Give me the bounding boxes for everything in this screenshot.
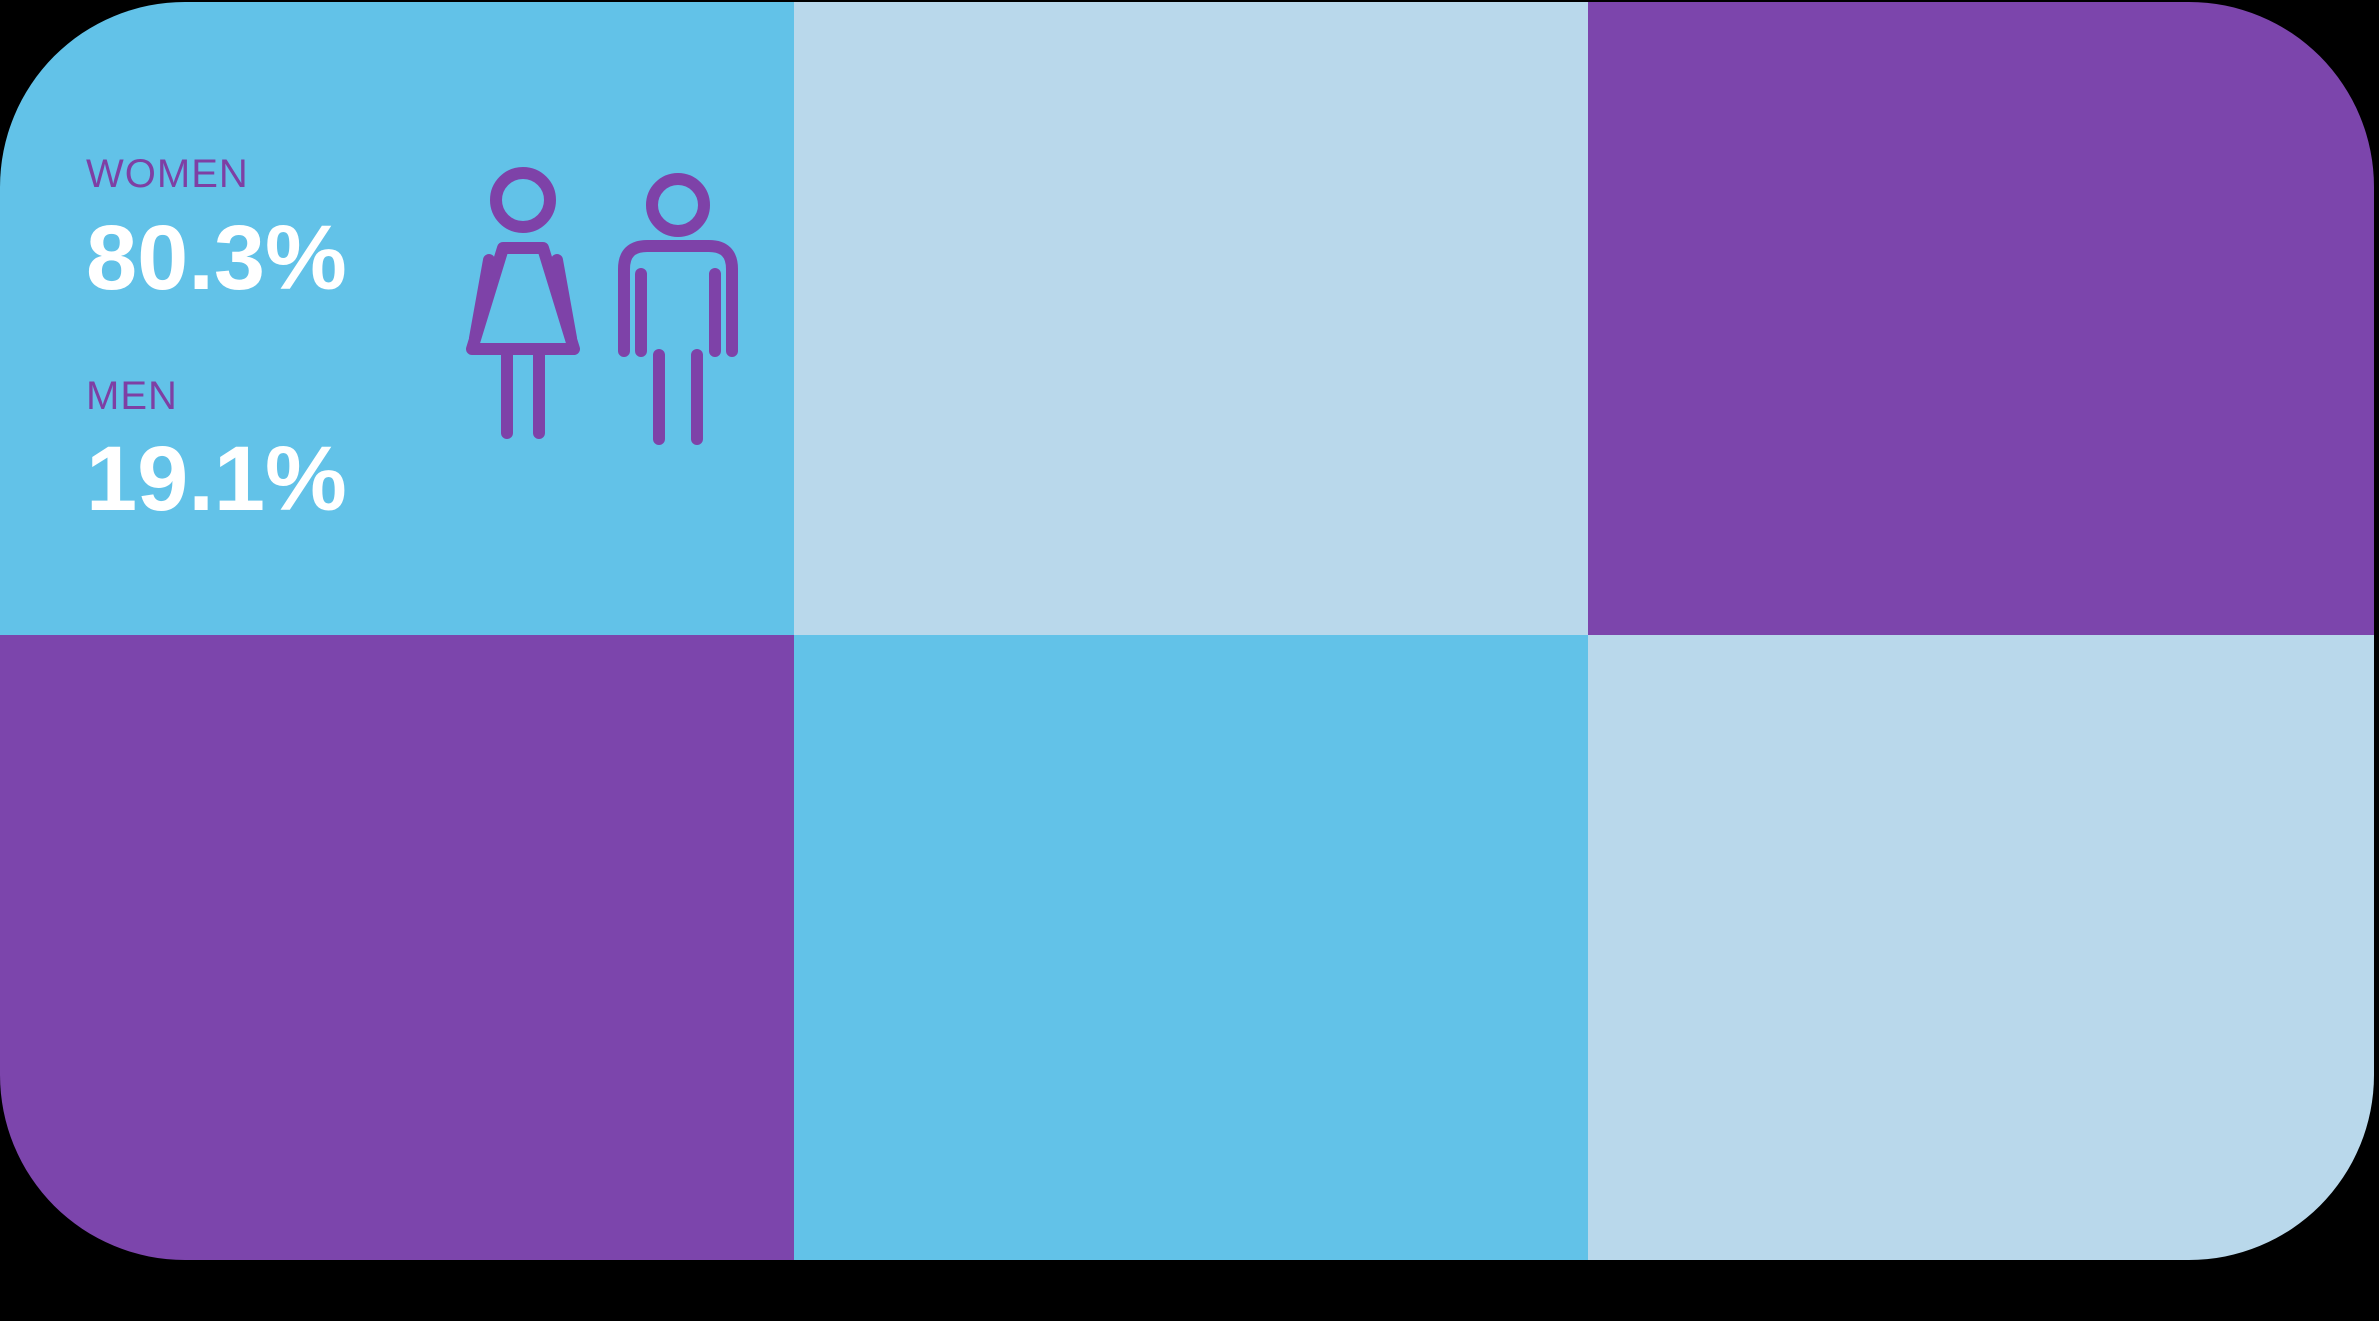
men-value: 19.1% [86, 428, 347, 530]
men-label: MEN [86, 374, 178, 418]
panel-veterans: VETERANS 3169 [794, 635, 1588, 1260]
panel-gender: WOMEN 80.3% MEN 19.1% [0, 2, 794, 635]
women-value: 80.3% [86, 207, 347, 309]
panel-generations: Baby Boomers (1946-1964) Gen Y (1981-199… [1588, 635, 2374, 1260]
man-icon [618, 173, 738, 445]
infographic-board: WOMEN 80.3% MEN 19.1% [0, 2, 2374, 1260]
woman-icon [466, 167, 580, 439]
panel-leadership: MINORITIES IN LEADERSHIP 33.59% WOMEN IN… [794, 2, 2347, 635]
panel-staff: NURSES 6486 PHYSICIANS 1172 [0, 635, 794, 1260]
panel-diversity: RACIAL/ETHNIC DIVERSITY White/Caucasian:… [1588, 2, 2374, 635]
women-label: WOMEN [86, 152, 249, 196]
